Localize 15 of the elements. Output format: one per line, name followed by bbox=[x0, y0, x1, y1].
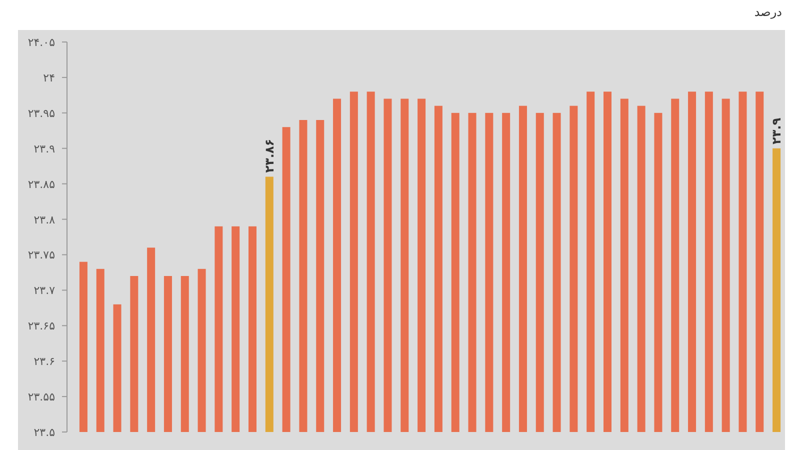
y-tick-label: ۲۳.۹ bbox=[34, 142, 56, 156]
y-tick-label: ۲۴ bbox=[43, 71, 56, 84]
y-tick-label: ۲۳.۶۵ bbox=[28, 320, 56, 333]
y-tick-label: ۲۳.۶ bbox=[34, 355, 55, 368]
y-tick-label: ۲۳.۷۵ bbox=[28, 248, 56, 262]
y-tick-label: ۲۳.۵ bbox=[34, 426, 56, 439]
data-label: ۲۳.۸۶ bbox=[262, 138, 276, 173]
y-tick-label: ۲۳.۸۵ bbox=[28, 178, 56, 191]
data-label: ۲۳.۹ bbox=[770, 117, 784, 144]
y-tick-label: ۲۳.۵۵ bbox=[28, 390, 56, 404]
y-axis-title: درصد bbox=[754, 5, 782, 19]
y-tick-label: ۲۳.۸ bbox=[34, 213, 56, 226]
y-tick-label: ۲۳.۹۵ bbox=[28, 106, 56, 120]
y-tick-label: ۲۴.۰۵ bbox=[28, 36, 56, 49]
y-tick-label: ۲۳.۷ bbox=[34, 284, 56, 298]
